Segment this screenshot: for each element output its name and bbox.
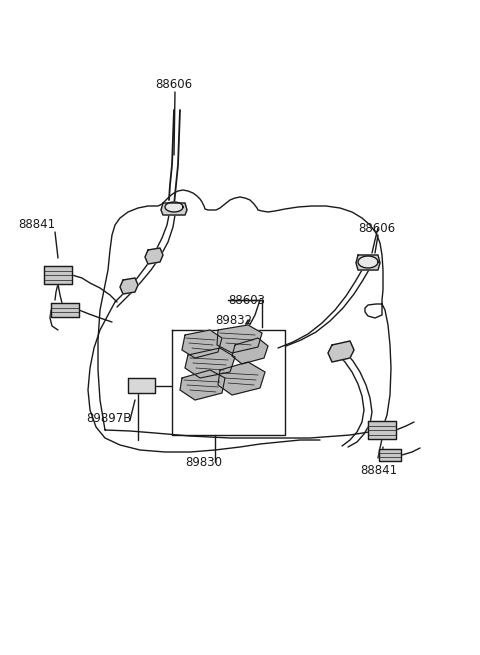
Polygon shape [145,248,163,264]
Polygon shape [358,256,378,268]
Polygon shape [128,378,155,393]
Text: 88606: 88606 [358,221,395,234]
Polygon shape [180,370,225,400]
Polygon shape [356,255,380,270]
Polygon shape [120,278,138,294]
Polygon shape [182,330,222,358]
Text: 89832: 89832 [215,314,252,326]
Polygon shape [232,338,268,364]
Text: 88841: 88841 [18,219,55,231]
Polygon shape [161,203,187,215]
Polygon shape [44,266,72,284]
Text: 88603: 88603 [228,293,265,307]
Polygon shape [328,341,354,362]
Polygon shape [165,202,183,212]
Polygon shape [185,348,235,378]
Text: 89897B: 89897B [86,411,132,424]
Polygon shape [51,303,79,317]
Polygon shape [218,362,265,395]
Text: 88841: 88841 [360,464,397,476]
Polygon shape [217,325,262,353]
Text: 89830: 89830 [185,455,222,468]
Polygon shape [379,449,401,461]
Text: 88606: 88606 [155,79,192,92]
Polygon shape [368,421,396,439]
